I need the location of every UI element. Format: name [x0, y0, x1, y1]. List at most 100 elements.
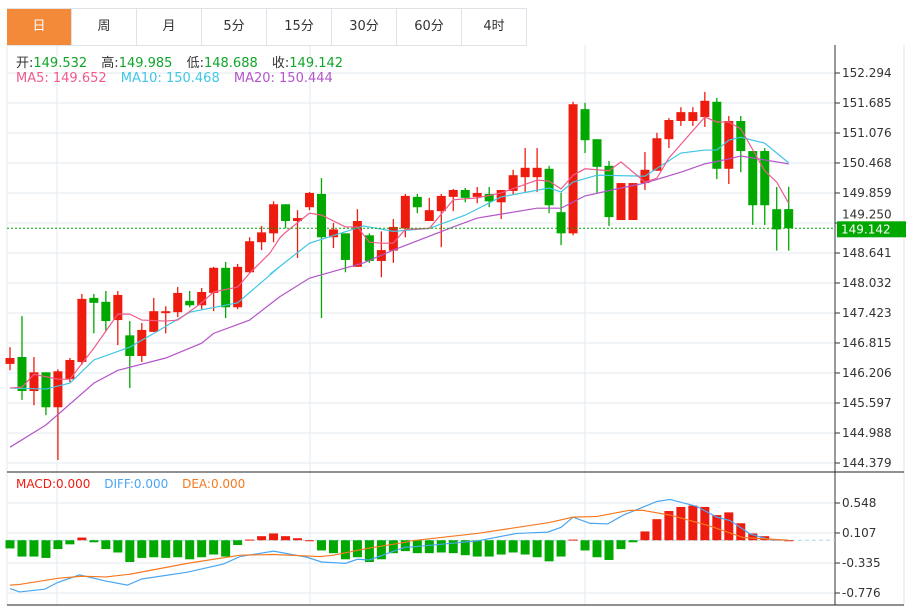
candle	[209, 266, 219, 312]
candle-body	[340, 233, 350, 260]
candle-body	[784, 209, 794, 229]
candle	[616, 183, 626, 221]
candle	[784, 186, 794, 251]
candle	[508, 169, 518, 195]
candle	[748, 151, 758, 225]
ma20-line	[9, 155, 789, 448]
candle-body	[149, 311, 159, 332]
candle	[580, 102, 590, 154]
candle-body	[17, 357, 27, 392]
macd-tick-label: 0.548	[842, 496, 876, 510]
candle	[65, 357, 75, 383]
price-tick-label: 149.859	[842, 186, 892, 200]
price-tick-label: 144.379	[842, 456, 892, 470]
candle	[568, 101, 578, 236]
candle	[149, 297, 159, 332]
candle	[185, 290, 195, 308]
ma10-line	[9, 136, 790, 390]
candle-body	[436, 195, 446, 212]
macd-bar	[29, 540, 39, 557]
macd-bar	[724, 512, 734, 541]
tab-0[interactable]: 日	[7, 9, 72, 45]
macd-bar	[472, 540, 482, 557]
macd-bar	[376, 540, 386, 560]
candle	[29, 357, 39, 406]
tab-1[interactable]: 周	[72, 9, 137, 45]
macd-bar	[712, 515, 722, 541]
close-label: 收:	[271, 56, 290, 71]
candle	[460, 188, 470, 203]
ma5-value: MA5: 149.652	[16, 71, 107, 86]
candle-body	[412, 196, 422, 208]
candle-body	[400, 195, 410, 229]
macd-bar	[305, 540, 314, 542]
candle-body	[209, 267, 219, 293]
macd-bar	[652, 519, 662, 541]
candle-body	[772, 209, 782, 230]
candle-body	[77, 298, 87, 362]
candle	[628, 183, 638, 221]
candle-body	[484, 193, 494, 202]
macd-bar	[460, 540, 470, 556]
candle	[89, 293, 99, 334]
macd-readout: MACD:0.000 DIFF:0.000 DEA:0.000	[16, 477, 255, 491]
candle-body	[197, 291, 207, 306]
ma-readout: MA5: 149.652 MA10: 150.468 MA20: 150.444	[16, 71, 343, 86]
macd-bar	[568, 539, 578, 541]
macd-bar	[448, 540, 458, 554]
diff-line	[9, 498, 789, 593]
candle-body	[676, 112, 686, 121]
candle-body	[508, 175, 518, 191]
macd-bar	[544, 540, 554, 562]
tab-7[interactable]: 4时	[462, 9, 527, 45]
tab-6[interactable]: 60分	[397, 9, 462, 45]
candle-body	[472, 192, 482, 197]
candle	[700, 91, 710, 127]
candle-body	[592, 139, 602, 167]
candle-body	[245, 241, 255, 273]
price-tick-label: 146.206	[842, 366, 892, 380]
candle	[712, 97, 722, 180]
candle	[472, 187, 482, 204]
tab-2[interactable]: 月	[137, 9, 202, 45]
candle-body	[460, 189, 470, 198]
candle-body	[328, 229, 338, 238]
macd-bar	[400, 540, 410, 552]
candle-body	[760, 151, 770, 206]
macd-bar	[293, 538, 303, 541]
candle-body	[520, 167, 530, 178]
candle-body	[41, 372, 51, 408]
macd-bar	[113, 540, 123, 553]
price-tick-label: 147.423	[842, 306, 892, 320]
macd-bar	[89, 540, 99, 543]
macd-bar	[748, 533, 758, 541]
dea-line	[9, 509, 789, 586]
candle-body	[281, 204, 291, 222]
candle-body	[101, 301, 111, 322]
macd-bar	[664, 511, 674, 541]
candle-body	[556, 212, 566, 234]
macd-bar	[484, 540, 494, 557]
candle	[676, 107, 686, 126]
candle-body	[89, 297, 99, 303]
macd-value: MACD:0.000	[16, 477, 91, 491]
tab-4[interactable]: 15分	[267, 9, 332, 45]
macd-bar	[197, 540, 207, 558]
macd-bar	[640, 531, 650, 541]
macd-bar	[784, 540, 794, 542]
tab-5[interactable]: 30分	[332, 9, 397, 45]
candle	[544, 165, 554, 214]
candle-body	[5, 357, 15, 364]
macd-bar	[125, 540, 135, 563]
macd-bar	[736, 523, 746, 541]
macd-bar	[676, 506, 686, 541]
candle-body	[724, 120, 734, 169]
candle-body	[221, 267, 231, 308]
candle-body	[293, 218, 303, 222]
ma20-value: MA20: 150.444	[233, 71, 333, 86]
candle-body	[748, 151, 758, 206]
candle-body	[532, 167, 542, 178]
tab-3[interactable]: 5分	[202, 9, 267, 45]
price-tick-label: 152.294	[842, 66, 892, 80]
